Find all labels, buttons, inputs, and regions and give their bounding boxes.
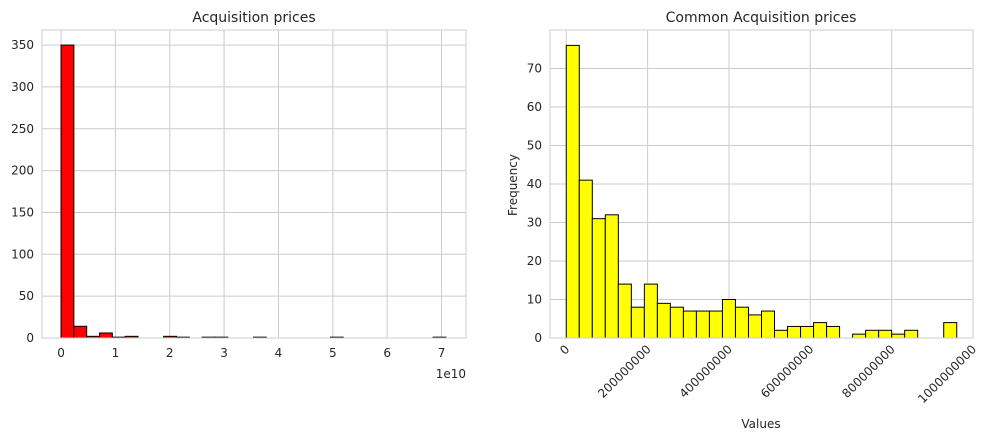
y-tick-label: 0 xyxy=(26,331,34,345)
histogram-bar xyxy=(669,306,684,339)
y-tick-label: 50 xyxy=(19,289,34,303)
histogram-bar xyxy=(761,310,776,339)
chart-title: Common Acquisition prices xyxy=(666,10,857,26)
histogram-bar xyxy=(774,329,789,339)
y-tick-label: 70 xyxy=(527,62,542,76)
x-tick-label: 4 xyxy=(275,346,283,360)
histogram-bar xyxy=(578,179,593,339)
y-tick-label: 0 xyxy=(534,331,542,345)
x-tick-label: 1 xyxy=(112,346,120,360)
histogram-bar xyxy=(813,322,828,339)
chart-title: Acquisition prices xyxy=(192,10,315,26)
y-tick-label: 50 xyxy=(527,139,542,153)
histogram-bar xyxy=(565,44,580,339)
histogram-bar xyxy=(852,333,867,339)
histogram-bar xyxy=(891,333,906,339)
y-tick-label: 200 xyxy=(11,164,34,178)
plot-frame xyxy=(549,29,974,339)
histogram-bar xyxy=(800,325,815,339)
histogram-bar xyxy=(643,283,658,339)
y-tick-label: 60 xyxy=(527,100,542,114)
chart-acquisition-prices: Acquisition prices 0 1 2 3 4 5 6 7 0 50 100 150 200… xyxy=(11,10,467,381)
x-tick-label: 7 xyxy=(438,346,446,360)
x-tick-label: 6 xyxy=(383,346,391,360)
histogram-bar xyxy=(630,306,645,339)
y-tick-label: 40 xyxy=(527,177,542,191)
histogram-bar xyxy=(826,325,841,339)
histogram-bar xyxy=(787,325,802,339)
y-axis-label: Frequency xyxy=(506,154,520,216)
x-tick-labels: 0 1 2 3 4 5 6 7 xyxy=(57,346,445,360)
histogram-bar xyxy=(904,329,919,339)
histogram-bar xyxy=(60,44,75,339)
histogram-bar xyxy=(878,329,893,339)
plot-frame xyxy=(41,29,467,339)
histogram-bar xyxy=(734,306,749,339)
histogram-bar xyxy=(721,299,736,339)
histogram-bar xyxy=(695,310,710,339)
histogram-bar xyxy=(604,214,619,339)
y-tick-label: 250 xyxy=(11,122,34,136)
histogram-bar xyxy=(99,332,113,339)
histogram-bar xyxy=(656,302,671,339)
y-tick-label: 100 xyxy=(11,247,34,261)
y-tick-label: 350 xyxy=(11,38,34,52)
y-tick-label: 10 xyxy=(527,293,542,307)
x-tick-label: 2 xyxy=(166,346,174,360)
y-tick-label: 30 xyxy=(527,216,542,230)
histogram-bar xyxy=(591,218,606,339)
histogram-bar xyxy=(943,322,958,339)
y-tick-label: 300 xyxy=(11,80,34,94)
x-tick-label: 3 xyxy=(220,346,228,360)
y-tick-label: 20 xyxy=(527,254,542,268)
y-tick-labels: 0 50 100 150 200 250 300 350 xyxy=(11,38,34,345)
y-tick-labels: 0 10 20 30 40 50 60 70 xyxy=(527,62,542,346)
histogram-bar xyxy=(682,310,697,339)
histogram-bar xyxy=(617,283,632,339)
x-tick-label: 5 xyxy=(329,346,337,360)
x-tick-label: 0 xyxy=(57,346,65,360)
histogram-bar xyxy=(73,325,88,339)
x-axis-label: Values xyxy=(741,417,780,431)
histogram-bar xyxy=(747,314,763,339)
histogram-bar xyxy=(865,329,880,339)
x-offset-label: 1e10 xyxy=(436,367,466,381)
y-tick-label: 150 xyxy=(11,205,34,219)
histogram-bar xyxy=(708,310,723,339)
